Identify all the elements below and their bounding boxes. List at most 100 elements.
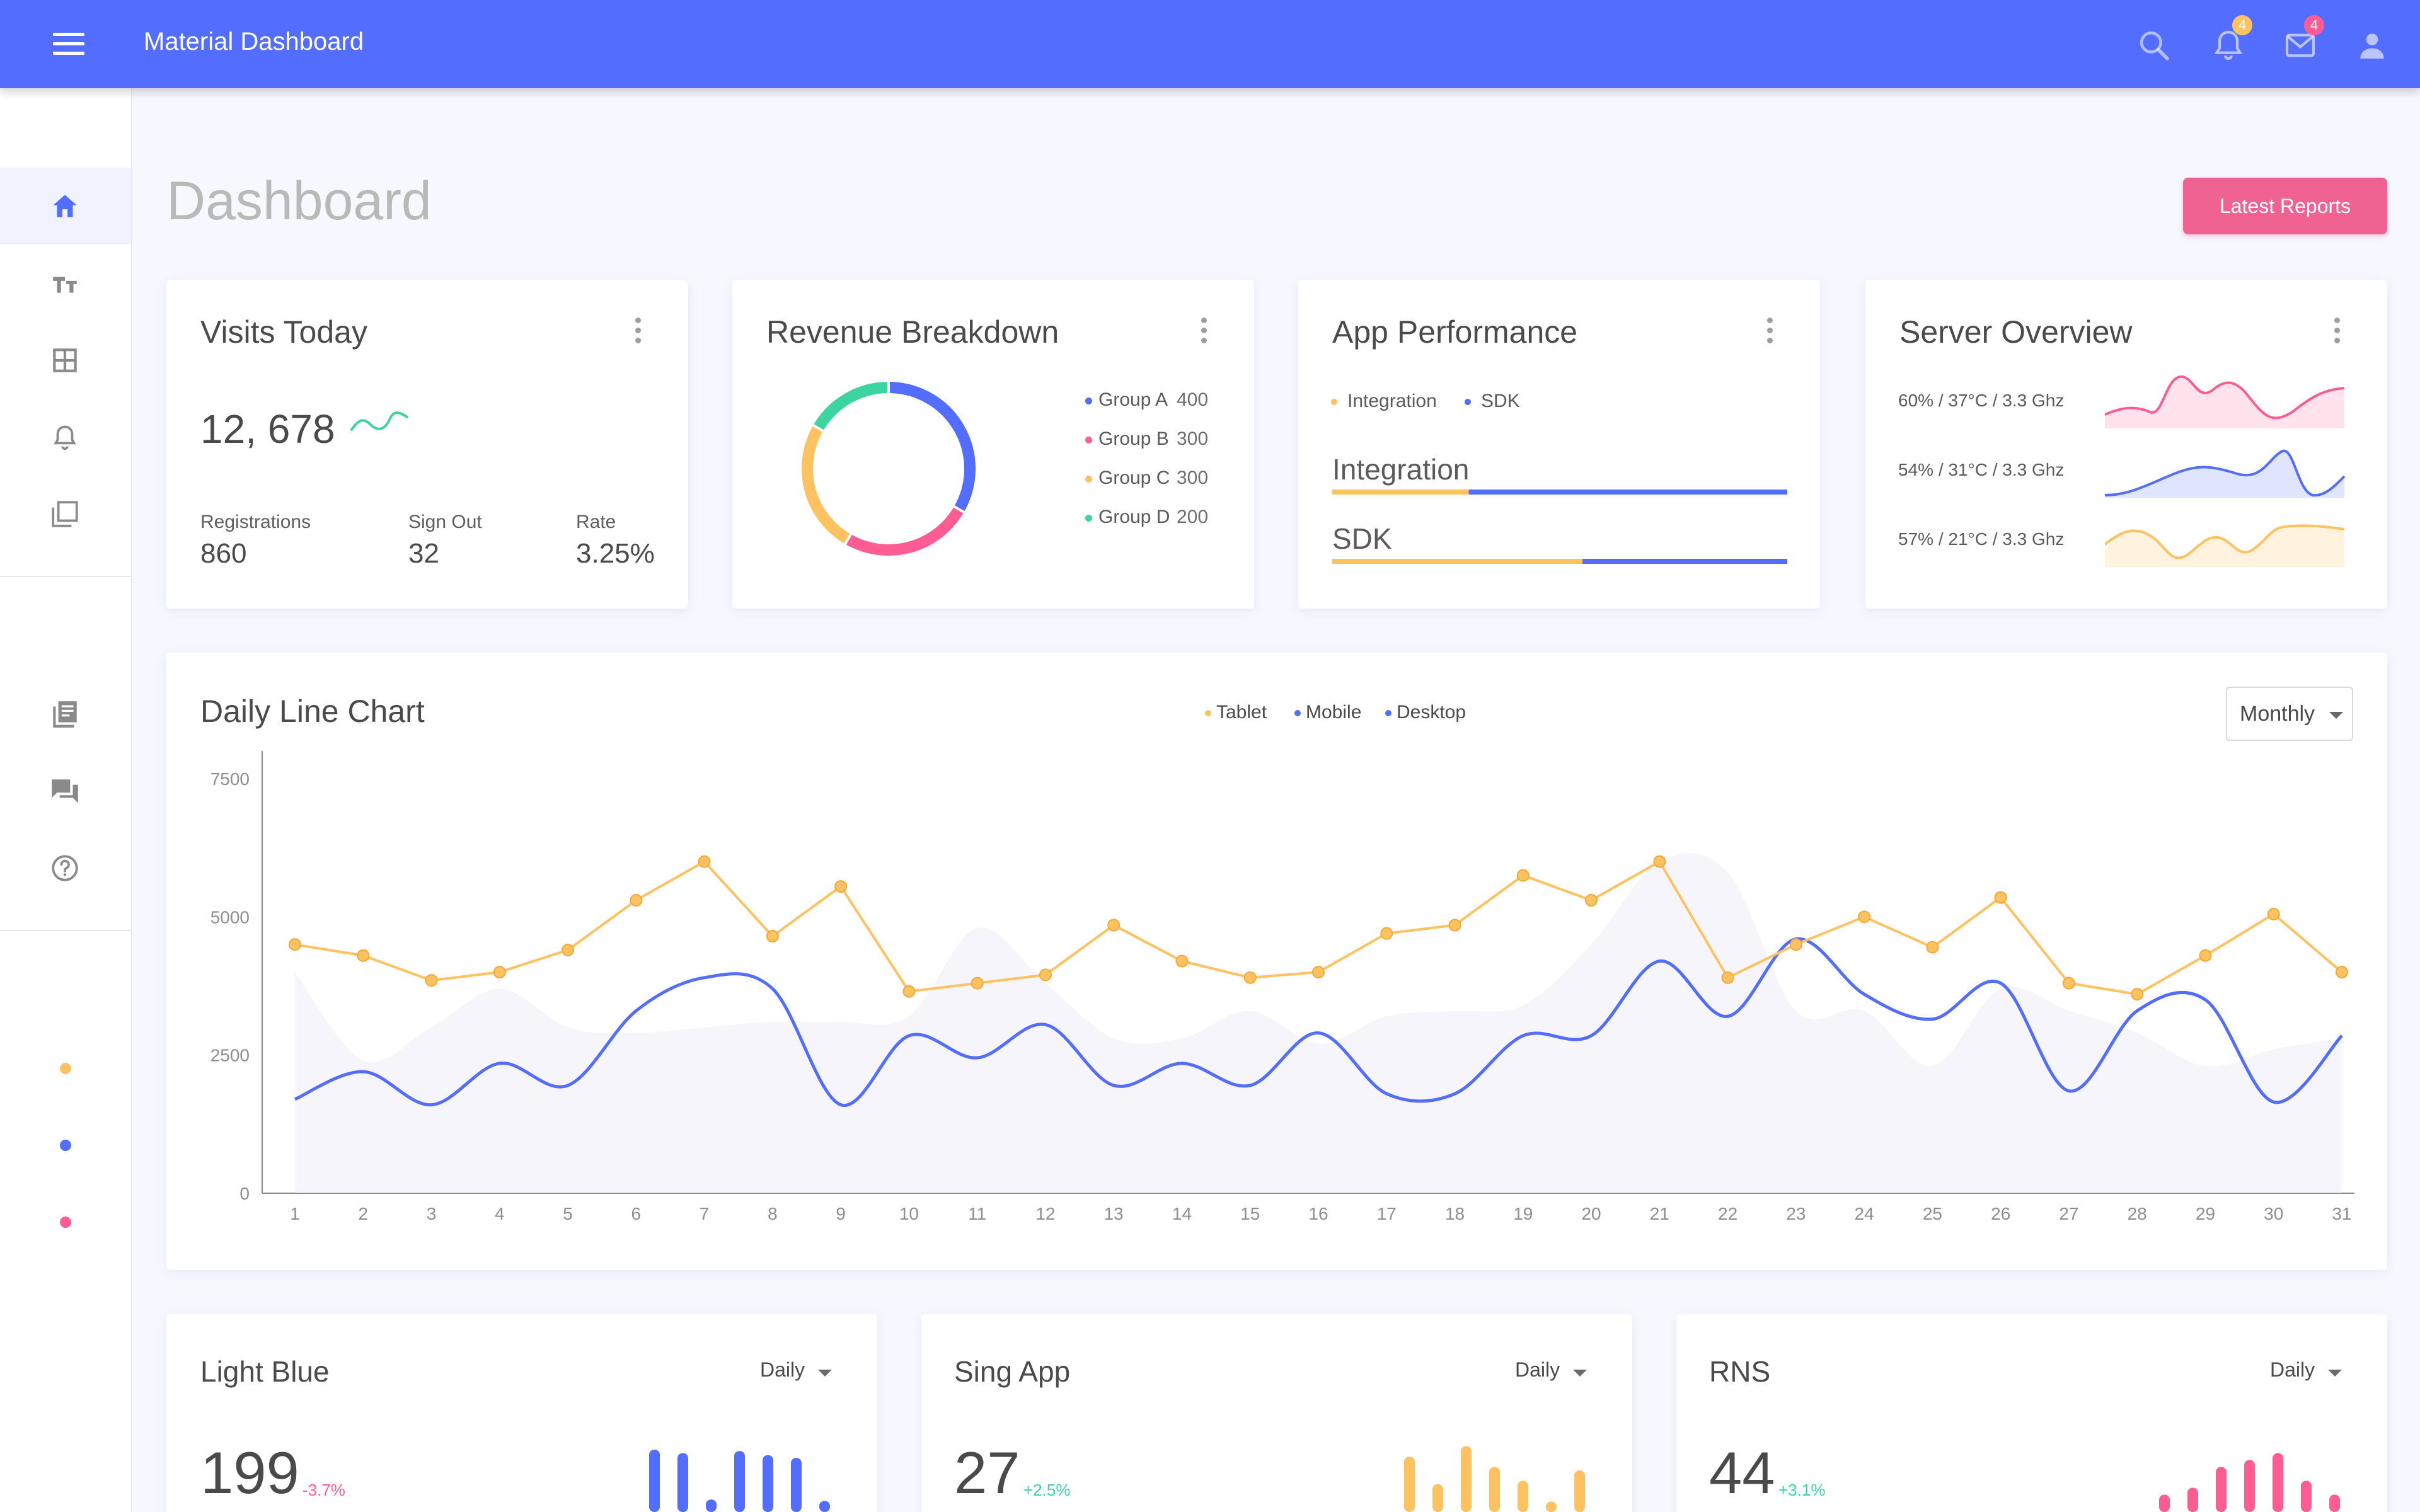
rate-label: Rate <box>576 512 616 532</box>
sing-app-delta: +2.5% <box>1023 1480 1071 1499</box>
x-tick-label: 29 <box>2196 1204 2215 1223</box>
light-blue-value: 199 <box>200 1440 299 1506</box>
x-tick-label: 22 <box>1718 1204 1737 1223</box>
x-tick-label: 6 <box>631 1204 642 1223</box>
performance-card-title: App Performance <box>1332 314 1578 350</box>
x-tick-label: 2 <box>358 1204 368 1223</box>
mini-bar <box>1404 1457 1415 1512</box>
series-tablet-point <box>902 985 916 998</box>
series-tablet-point <box>1312 966 1325 979</box>
x-tick-label: 5 <box>563 1204 573 1223</box>
series-tablet-point <box>1448 919 1461 932</box>
series-tablet-point <box>766 930 779 943</box>
series-tablet-point <box>1926 941 1939 954</box>
latest-reports-button[interactable]: Latest Reports <box>2183 178 2387 234</box>
sing-app-period-select[interactable]: Daily <box>1515 1358 1560 1381</box>
series-tablet-point <box>1653 855 1666 868</box>
menu-icon[interactable] <box>53 33 84 55</box>
account-icon[interactable] <box>2354 28 2390 63</box>
mini-bar <box>2329 1494 2340 1512</box>
rns-title: RNS <box>1709 1355 1771 1388</box>
light-blue-period-select[interactable]: Daily <box>760 1358 805 1381</box>
series-tablet-point <box>1585 894 1598 907</box>
legend-sdk: SDK <box>1465 391 1520 412</box>
more-vert-icon[interactable] <box>1199 318 1208 345</box>
x-tick-label: 9 <box>836 1204 846 1223</box>
mini-bar <box>763 1455 773 1512</box>
mail-icon[interactable]: 4 <box>2283 15 2324 63</box>
more-vert-icon[interactable] <box>2332 318 2341 345</box>
series-tablet-point <box>971 976 984 990</box>
series-tablet-point <box>562 943 575 956</box>
series-tablet-point <box>357 949 370 962</box>
top-app-bar: Material Dashboard 4 4 <box>0 0 2420 88</box>
y-tick-label: 5000 <box>210 907 250 927</box>
x-tick-label: 17 <box>1377 1204 1397 1223</box>
integration-label: Integration <box>1332 453 1470 486</box>
x-tick-label: 13 <box>1104 1204 1124 1223</box>
legend-group-b: Group B 300 <box>1085 428 1208 450</box>
y-tick-label: 2500 <box>210 1046 250 1065</box>
mini-bar <box>2273 1453 2283 1512</box>
mini-bar <box>2216 1467 2227 1512</box>
x-tick-label: 12 <box>1035 1204 1055 1223</box>
registrations-value: 860 <box>200 538 247 569</box>
search-icon[interactable] <box>2136 28 2172 63</box>
legend-group-a: Group A 400 <box>1085 389 1208 411</box>
server-row-label: 54% / 31°C / 3.3 Ghz <box>1898 460 2065 479</box>
book-icon <box>53 701 77 728</box>
x-tick-label: 3 <box>427 1204 437 1223</box>
sidebar-item-tables[interactable] <box>0 321 131 398</box>
x-tick-label: 27 <box>2059 1204 2078 1223</box>
series-tablet-point <box>1858 910 1871 924</box>
light-blue-card <box>166 1314 877 1512</box>
page-title: Dashboard <box>166 171 432 231</box>
mini-bar <box>1461 1446 1472 1512</box>
series-tablet-point <box>289 938 301 951</box>
mini-bar <box>1518 1480 1528 1512</box>
visits-today-card: Visits Today 12, 678 Registrations 860 S… <box>166 280 688 609</box>
sidebar-item-notifications[interactable] <box>0 398 131 475</box>
integration-progress-bar <box>1332 490 1787 495</box>
library-icon <box>52 501 78 527</box>
x-tick-label: 25 <box>1923 1204 1942 1223</box>
series-tablet-point <box>2131 988 2144 1001</box>
sidebar-item-library[interactable] <box>0 675 131 752</box>
x-tick-label: 10 <box>899 1204 919 1223</box>
sidebar-dot-yellow[interactable] <box>60 1063 71 1074</box>
sing-app-title: Sing App <box>954 1355 1071 1388</box>
donut-slice-4 <box>810 381 890 433</box>
sidebar-dot-pink[interactable] <box>60 1217 71 1228</box>
chevron-down-icon <box>818 1370 832 1377</box>
sidebar-item-typography[interactable] <box>0 244 131 321</box>
more-vert-icon[interactable] <box>1765 318 1774 345</box>
legend-group-d: Group D 200 <box>1085 507 1208 528</box>
series-tablet-point <box>1516 869 1530 882</box>
table-icon <box>53 348 77 372</box>
sidebar-item-dashboard[interactable] <box>0 168 131 244</box>
mini-bar <box>819 1501 830 1512</box>
server-row-label: 57% / 21°C / 3.3 Ghz <box>1898 529 2065 549</box>
server-card-title: Server Overview <box>1899 314 2133 350</box>
visits-card-title: Visits Today <box>200 314 367 350</box>
sdk-label: SDK <box>1332 522 1392 555</box>
mini-bar <box>1546 1501 1557 1512</box>
period-select-value: Monthly <box>2240 702 2315 726</box>
revenue-donut-chart <box>800 381 977 557</box>
donut-slice-1 <box>887 381 977 515</box>
x-tick-label: 4 <box>495 1204 505 1223</box>
period-select[interactable]: Monthly <box>2226 687 2353 741</box>
x-tick-label: 1 <box>290 1204 300 1223</box>
rns-period-select[interactable]: Daily <box>2270 1358 2315 1381</box>
sign-out-label: Sign Out <box>408 512 482 532</box>
sidebar-item-faq[interactable] <box>0 829 131 906</box>
more-vert-icon[interactable] <box>633 318 642 345</box>
sidebar-item-ui-elements[interactable] <box>0 475 131 552</box>
donut-slice-2 <box>843 504 967 557</box>
notifications-icon[interactable]: 4 <box>2211 15 2252 63</box>
sidebar-item-support[interactable] <box>0 752 131 829</box>
series-mobile-line <box>294 937 2343 1107</box>
x-tick-label: 26 <box>1991 1204 2010 1223</box>
sidebar-dot-blue[interactable] <box>60 1140 71 1151</box>
